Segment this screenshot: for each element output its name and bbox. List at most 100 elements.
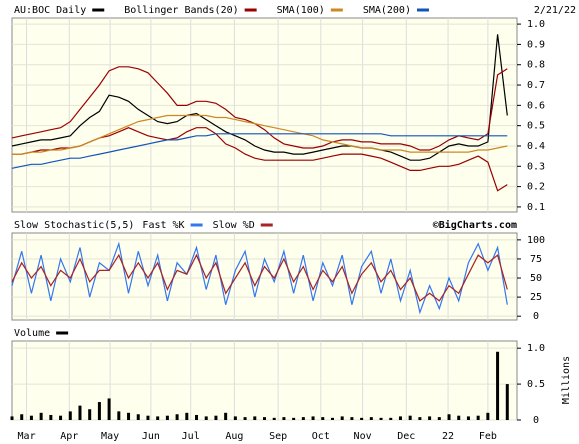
y-tick-label: 75	[530, 254, 542, 265]
volume-bar	[78, 405, 82, 420]
volume-bar	[136, 414, 140, 420]
volume-bar	[20, 414, 24, 420]
volume-bar	[496, 351, 500, 420]
volume-bar	[214, 415, 218, 420]
volume-bar	[447, 414, 451, 420]
volume-bar	[408, 415, 412, 420]
series-line	[11, 241, 508, 315]
y-tick-label: 0.4	[527, 141, 545, 152]
legend-label: AU:BOC Daily	[14, 5, 86, 16]
x-tick-label: Apr	[60, 431, 78, 442]
series-line	[11, 133, 508, 169]
series-line	[11, 34, 508, 161]
y-tick-label: 0.9	[527, 39, 545, 50]
x-tick-label: Oct	[312, 431, 330, 442]
x-tick-label: Nov	[354, 431, 372, 442]
legend-label: SMA(100)	[277, 5, 325, 16]
price-panel	[11, 17, 518, 213]
y-tick-label: 0.1	[527, 202, 545, 213]
volume-bar	[263, 417, 266, 420]
volume-bar	[311, 416, 315, 420]
volume-bar	[321, 417, 325, 420]
volume-bar	[369, 417, 373, 420]
volume-bar	[68, 411, 72, 420]
y-tick-label: 0.5	[527, 379, 545, 390]
volume-bar	[97, 402, 101, 420]
volume-panel	[11, 340, 518, 421]
volume-bar	[185, 412, 189, 420]
x-tick-label: Jul	[182, 431, 200, 442]
series-line	[11, 253, 508, 302]
volume-bar	[340, 416, 344, 420]
y-tick-label: 1.0	[527, 19, 545, 30]
band-upper	[11, 66, 508, 151]
volume-bar	[233, 416, 237, 420]
x-tick-label: May	[101, 431, 119, 442]
x-tick-label: Dec	[397, 431, 415, 442]
volume-bar	[476, 415, 480, 420]
volume-bar	[39, 412, 43, 420]
y-tick-label: 0.2	[527, 182, 545, 193]
volume-bar	[10, 416, 14, 420]
y-tick-label: 25	[530, 292, 542, 303]
y-tick-label: 0.8	[527, 60, 545, 71]
volume-bar	[350, 417, 354, 420]
volume-bar	[437, 417, 441, 420]
y-tick-label: 0.6	[527, 100, 545, 111]
volume-bar	[175, 414, 179, 420]
volume-title: Volume	[14, 328, 50, 339]
x-tick-label: Mar	[18, 431, 36, 442]
legend-label: Bollinger Bands(20)	[124, 5, 238, 16]
y-tick-label: 0	[533, 311, 539, 322]
volume-bar	[29, 415, 33, 420]
volume-bar	[204, 416, 208, 420]
stochastic-title: Slow Stochastic(5,5)	[14, 220, 134, 231]
volume-bar	[224, 412, 228, 420]
credit: ©BigCharts.com	[433, 219, 517, 231]
volume-bar	[292, 417, 296, 420]
volume-bar	[88, 409, 92, 420]
x-tick-label: Jun	[142, 431, 160, 442]
volume-bar	[282, 417, 286, 420]
volume-bar	[146, 415, 150, 420]
y-tick-label: 1.0	[527, 343, 545, 354]
volume-bar	[466, 416, 470, 420]
volume-bar	[117, 411, 121, 420]
volume-bar	[486, 412, 490, 420]
volume-bar	[418, 417, 422, 420]
volume-bar	[398, 416, 402, 420]
y-tick-label: 100	[527, 235, 545, 246]
volume-bar	[156, 416, 160, 420]
volume-bar	[272, 417, 276, 420]
x-tick-label: Aug	[225, 431, 243, 442]
volume-bar	[301, 417, 305, 420]
volume-bar	[243, 417, 247, 420]
volume-bar	[379, 417, 383, 420]
x-tick-label: 22	[442, 431, 454, 442]
y-tick-label: 0	[533, 415, 539, 426]
y-tick-label: 0.5	[527, 121, 545, 132]
volume-bar	[389, 417, 393, 420]
date: 2/21/22	[534, 5, 576, 16]
y-tick-label: 0.7	[527, 80, 545, 91]
volume-bar	[505, 384, 509, 420]
y-tick-label: 50	[530, 273, 542, 284]
volume-bar	[127, 412, 131, 420]
volume-bar	[330, 417, 334, 420]
volume-bar	[107, 398, 111, 420]
volume-bar	[428, 416, 432, 420]
x-tick-label: Sep	[269, 431, 287, 442]
volume-bar	[253, 416, 257, 420]
volume-unit: Millions	[561, 356, 572, 404]
series-line	[12, 114, 508, 155]
x-tick-label: Feb	[479, 431, 497, 442]
volume-bar	[49, 414, 53, 420]
legend-label: Fast %K	[142, 220, 184, 231]
legend-label: Slow %D	[213, 220, 255, 231]
y-tick-label: 0.3	[527, 161, 545, 172]
volume-bar	[59, 415, 63, 420]
volume-bar	[360, 417, 364, 420]
volume-bar	[457, 415, 461, 420]
volume-bar	[195, 414, 199, 420]
